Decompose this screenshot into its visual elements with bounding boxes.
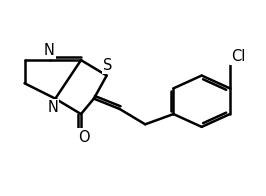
Text: Cl: Cl bbox=[231, 49, 246, 64]
Text: S: S bbox=[103, 58, 113, 73]
Text: N: N bbox=[47, 100, 58, 115]
Text: O: O bbox=[78, 130, 89, 145]
Text: N: N bbox=[43, 43, 54, 58]
